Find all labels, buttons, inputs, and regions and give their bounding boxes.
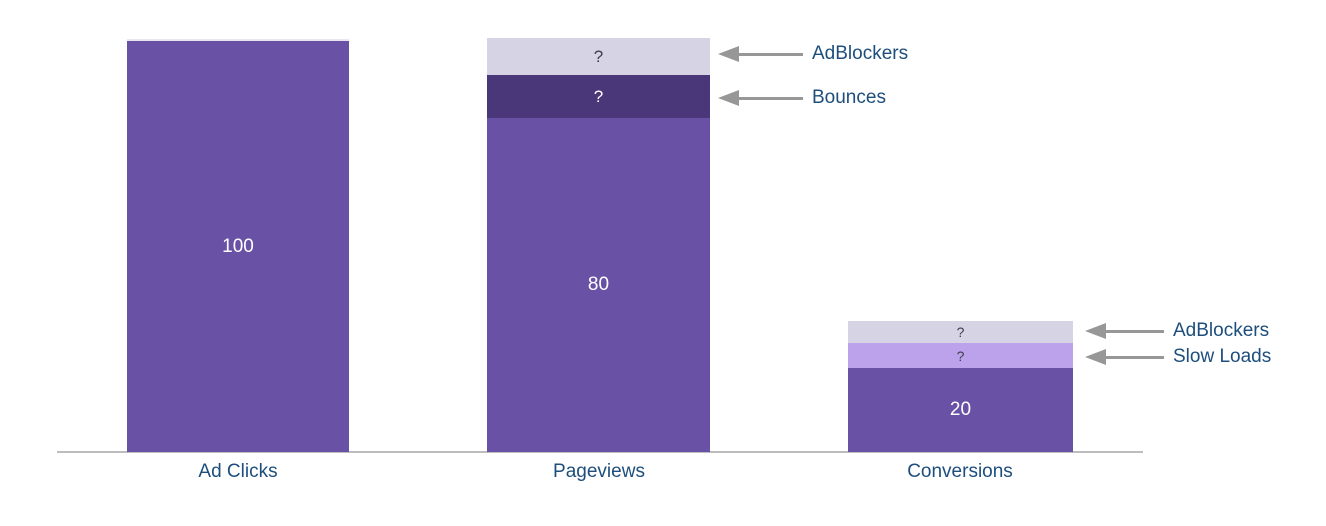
segment-unknown-label: ?: [956, 324, 965, 340]
bar-conversions-segment-adblockers: ?: [848, 321, 1073, 343]
arrow-line: [1106, 329, 1164, 333]
arrow-left-icon: [1085, 349, 1106, 365]
segment-unknown-label: ?: [956, 347, 965, 364]
annotation-pageviews-bounces: Bounces: [718, 87, 886, 109]
annotation-conversions-adblockers: AdBlockers: [1085, 320, 1269, 342]
bar-value-label: 20: [949, 399, 972, 420]
arrow-line: [739, 96, 803, 100]
segment-unknown-label: ?: [593, 46, 604, 66]
annotation-label: AdBlockers: [1173, 320, 1270, 341]
annotation-pageviews-adblockers: AdBlockers: [718, 43, 908, 65]
annotation-label: AdBlockers: [812, 43, 909, 64]
arrow-line: [739, 52, 803, 56]
bar-value-label: 80: [587, 274, 610, 295]
arrow-left-icon: [718, 46, 739, 62]
arrow-line: [1106, 355, 1164, 359]
arrow-left-icon: [1085, 323, 1106, 339]
category-label-adclicks: Ad Clicks: [198, 461, 278, 482]
bar-pageviews-segment-value: 80: [487, 118, 710, 452]
bar-adclicks-segment-value: 100: [127, 39, 349, 452]
bar-pageviews-segment-adblockers: ?: [487, 38, 710, 75]
arrow-left-icon: [718, 90, 739, 106]
bar-conversions-segment-slowloads: ?: [848, 343, 1073, 368]
bar-pageviews-segment-bounces: ?: [487, 75, 710, 118]
segment-unknown-label: ?: [593, 86, 604, 106]
category-label-conversions: Conversions: [907, 461, 1013, 482]
annotation-label: Slow Loads: [1173, 346, 1272, 367]
bar-conversions-segment-value: 20: [848, 368, 1073, 452]
bar-value-label: 100: [222, 235, 254, 257]
annotation-label: Bounces: [812, 87, 886, 108]
x-axis-line: [57, 451, 1143, 453]
annotation-conversions-slowloads: Slow Loads: [1085, 346, 1271, 368]
category-label-pageviews: Pageviews: [553, 461, 645, 482]
